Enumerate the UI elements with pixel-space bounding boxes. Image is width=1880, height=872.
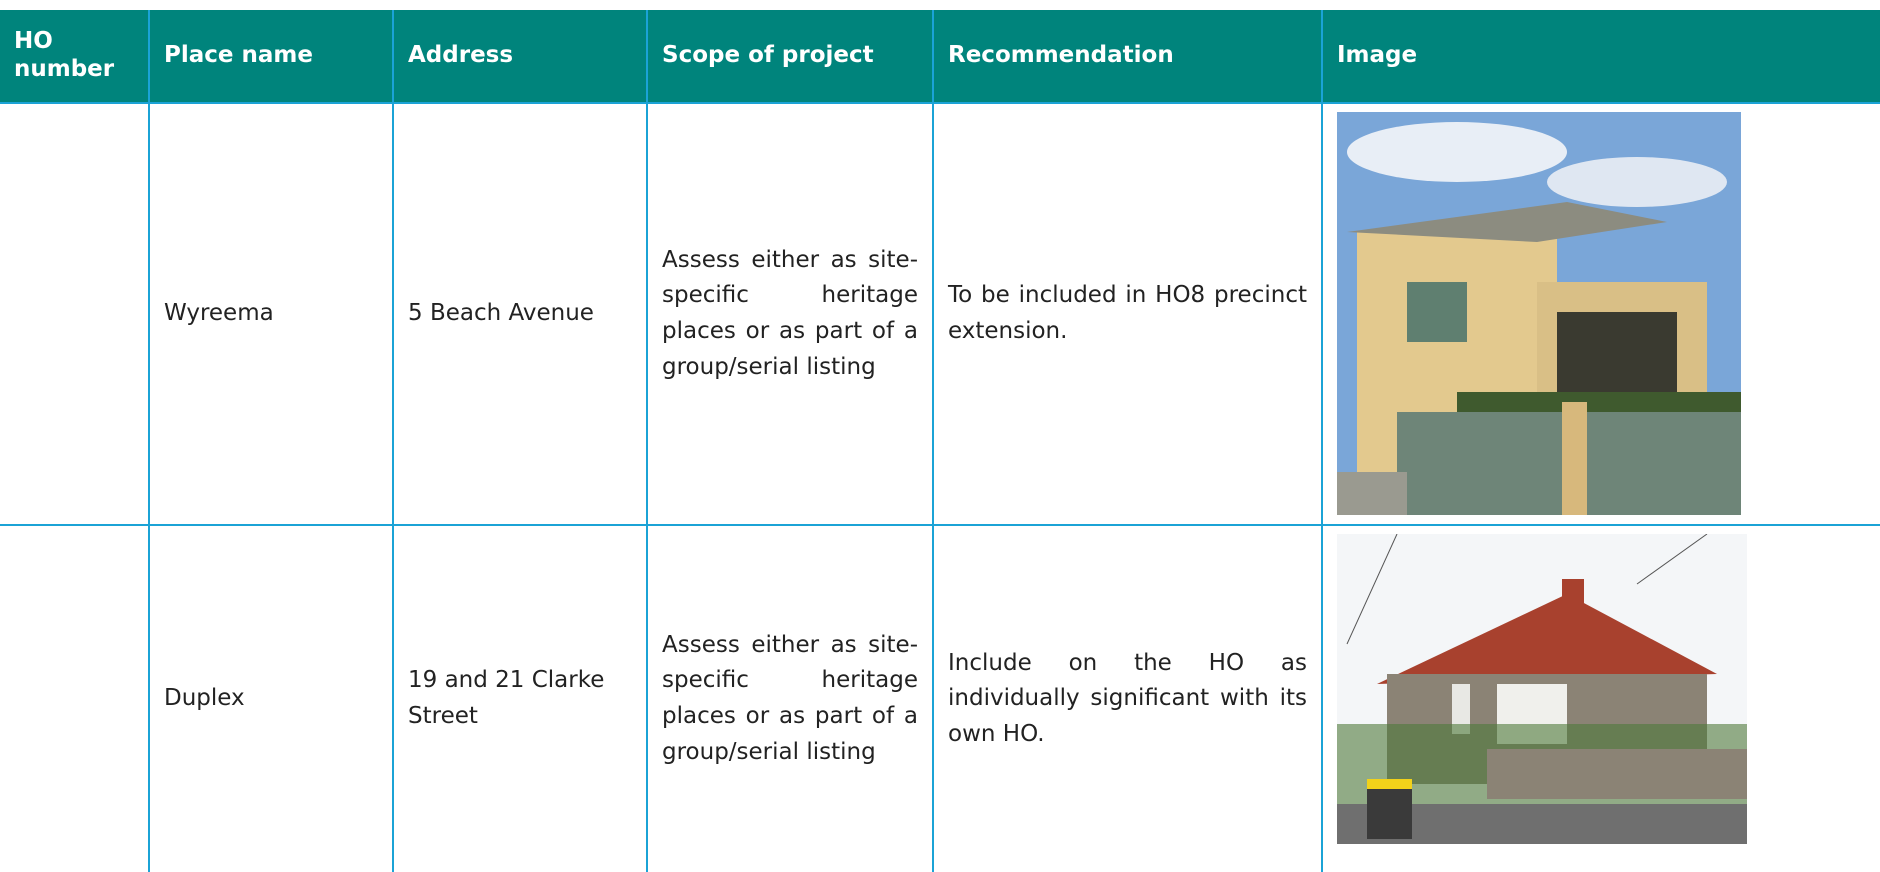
header-cell: Place name bbox=[148, 10, 393, 104]
cell: Duplex bbox=[148, 525, 393, 872]
page: {"table": { "header": ["HO number", "Pla… bbox=[0, 10, 1880, 872]
header-cell: Recommendation bbox=[932, 10, 1322, 104]
cell bbox=[1321, 103, 1880, 526]
row: Wyreema 5 Beach Avenue Assess either as … bbox=[0, 103, 1880, 526]
cell: Include on the HO as individually signif… bbox=[932, 525, 1322, 872]
cell: 19 and 21 Clarke Street bbox=[392, 525, 647, 872]
photo bbox=[1337, 534, 1747, 844]
cell: Wyreema bbox=[148, 103, 393, 526]
cell: Assess either as site-specific heritage … bbox=[646, 525, 933, 872]
cell: 5 Beach Avenue bbox=[392, 103, 647, 526]
cell bbox=[0, 525, 149, 872]
header-cell: HO number bbox=[0, 10, 149, 104]
cell bbox=[1321, 525, 1880, 872]
header-cell: Image bbox=[1321, 10, 1880, 104]
header-row: HO number Place name Address Scope of pr… bbox=[0, 10, 1880, 104]
photo bbox=[1337, 112, 1741, 515]
cell: Assess either as site-specific heritage … bbox=[646, 103, 933, 526]
cell: To be included in HO8 precinct extension… bbox=[932, 103, 1322, 526]
header-cell: Address bbox=[392, 10, 647, 104]
cell bbox=[0, 103, 149, 526]
header-cell: Scope of project bbox=[646, 10, 933, 104]
heritage-table: HO number Place name Address Scope of pr… bbox=[0, 10, 1880, 872]
row: Duplex 19 and 21 Clarke Street Assess ei… bbox=[0, 525, 1880, 872]
